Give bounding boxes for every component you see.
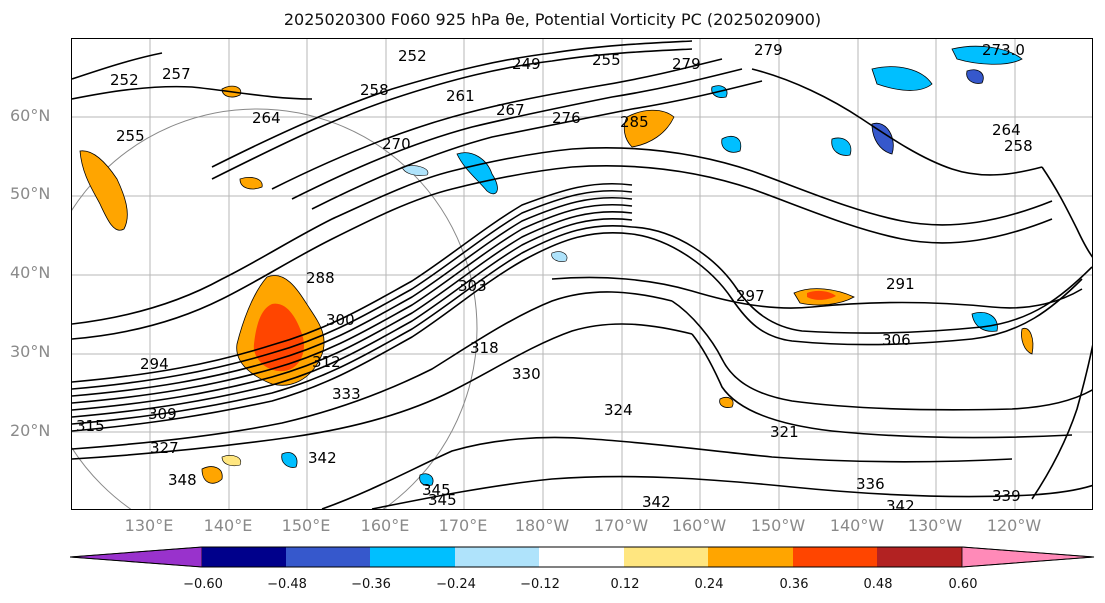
lon-label-160w: 160°W (671, 516, 727, 535)
lat-label-60n: 60°N (10, 106, 51, 125)
contour-label: 309 (148, 405, 177, 423)
contour-labels: 252 257 252 249 255 279 279 273.0 258 26… (76, 41, 1033, 510)
contour-label: 258 (360, 81, 389, 99)
colorbar-swatch-pos-024 (708, 547, 794, 567)
colorbar-swatch-neg-048 (202, 547, 287, 567)
lat-label-50n: 50°N (10, 184, 51, 203)
lon-label-180w: 180°W (514, 516, 570, 535)
lon-label-150w: 150°W (750, 516, 806, 535)
theta-e-contours (72, 40, 1092, 509)
colorbar-tick: −0.24 (436, 577, 476, 592)
contour-label: 285 (620, 113, 649, 131)
colorbar-tick: 0.60 (948, 577, 978, 592)
contour-label: 327 (150, 439, 179, 457)
colorbar-swatch-zero (539, 547, 625, 567)
contour-label: 339 (992, 487, 1021, 505)
contour-label: 288 (306, 269, 335, 287)
contour-label: 336 (856, 475, 885, 493)
contour-label: 333 (332, 385, 361, 403)
colorbar (70, 546, 1095, 568)
colorbar-tick: −0.12 (520, 577, 560, 592)
contour-label: 342 (642, 493, 671, 510)
colorbar-swatch-neg-024 (370, 547, 456, 567)
lon-label-170e: 170°E (438, 516, 488, 535)
contour-label: 255 (116, 127, 145, 145)
contour-label: 258 (1004, 137, 1033, 155)
contour-label: 279 (672, 55, 701, 73)
lon-label-160e: 160°E (360, 516, 410, 535)
lon-label-140w: 140°W (829, 516, 885, 535)
contour-label: 342 (886, 497, 915, 510)
colorbar-tick: 0.36 (779, 577, 809, 592)
colorbar-swatch-neg-012 (455, 547, 540, 567)
contour-label: 294 (140, 355, 169, 373)
colorbar-tick: −0.48 (267, 577, 307, 592)
contour-label: 315 (76, 417, 105, 435)
contour-label: 252 (110, 71, 139, 89)
contour-label: 300 (326, 311, 355, 329)
contour-label: 306 (882, 331, 911, 349)
lon-label-120w: 120°W (986, 516, 1042, 535)
pv-negative-shading (281, 45, 1023, 486)
contour-label: 279 (754, 41, 783, 59)
colorbar-swatch-neg-036 (286, 547, 371, 567)
colorbar-tick: 0.12 (610, 577, 640, 592)
map-panel: 252 257 252 249 255 279 279 273.0 258 26… (71, 38, 1093, 510)
contour-label: 348 (168, 471, 197, 489)
contour-label: 255 (592, 51, 621, 69)
colorbar-tick: 0.48 (863, 577, 893, 592)
colorbar-swatch-pos-012 (624, 547, 709, 567)
lon-label-150e: 150°E (281, 516, 331, 535)
contour-label: 345 (428, 491, 457, 509)
lon-label-140e: 140°E (203, 516, 253, 535)
lat-label-40n: 40°N (10, 263, 51, 282)
colorbar-tick: −0.36 (351, 577, 391, 592)
contour-label: 261 (446, 87, 475, 105)
page-title: 2025020300 F060 925 hPa θe, Potential Vo… (283, 10, 822, 29)
contour-label: 321 (770, 423, 799, 441)
contour-label: 249 (512, 55, 541, 73)
contour-label: 264 (992, 121, 1021, 139)
contour-label: 330 (512, 365, 541, 383)
colorbar-swatch-pos-036 (793, 547, 878, 567)
contour-label: 297 (736, 287, 765, 305)
contour-label: 303 (458, 277, 487, 295)
contour-label: 264 (252, 109, 281, 127)
contour-label: 312 (312, 353, 341, 371)
graticule (72, 39, 1092, 509)
contour-label: 257 (162, 65, 191, 83)
lat-label-30n: 30°N (10, 342, 51, 361)
contour-label: 345 (422, 481, 451, 499)
colorbar-swatch-pos-048 (877, 547, 963, 567)
lon-label-130e: 130°E (124, 516, 174, 535)
contour-label: 291 (886, 275, 915, 293)
contour-label: 267 (496, 101, 525, 119)
contour-label: 342 (308, 449, 337, 467)
colorbar-swatch-pos-060 (961, 546, 1095, 568)
contour-label: 276 (552, 109, 581, 127)
lat-label-20n: 20°N (10, 421, 51, 440)
lon-label-130w: 130°W (907, 516, 963, 535)
contour-label: 252 (398, 47, 427, 65)
contour-label: 273.0 (982, 41, 1025, 59)
colorbar-tick: −0.60 (183, 577, 223, 592)
contour-label: 324 (604, 401, 633, 419)
colorbar-swatch-neg-060 (70, 546, 203, 568)
colorbar-outline (70, 546, 1095, 568)
lon-label-170w: 170°W (593, 516, 649, 535)
colorbar-tick: 0.24 (694, 577, 724, 592)
range-ring (72, 108, 478, 509)
contour-label: 270 (382, 135, 411, 153)
map-canvas: 252 257 252 249 255 279 279 273.0 258 26… (72, 39, 1092, 510)
contour-label: 318 (470, 339, 499, 357)
